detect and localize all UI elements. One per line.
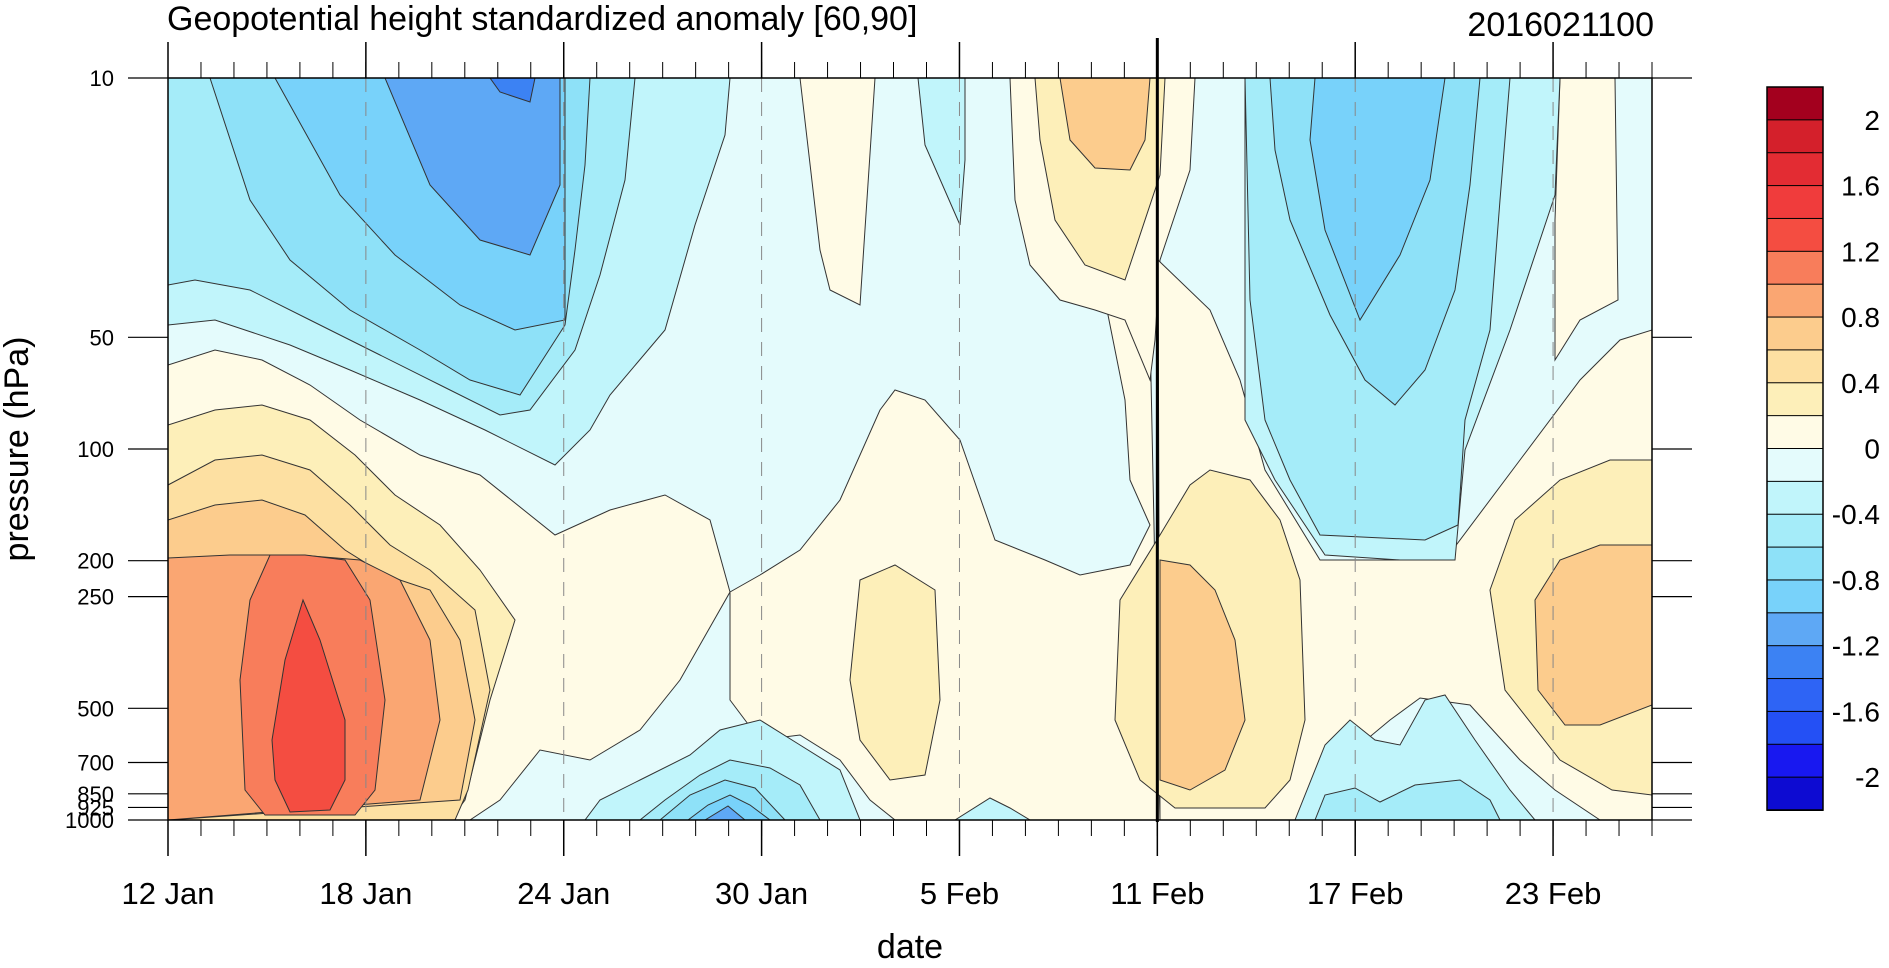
x-tick-label-6: 17 Feb xyxy=(1307,876,1404,911)
y-tick-label-6: 700 xyxy=(77,751,114,776)
warm-left-band-6 xyxy=(271,598,346,813)
colorbar-swatch-17 xyxy=(1766,645,1824,680)
colorbar-swatch-16 xyxy=(1766,612,1824,647)
warm-feb-upper-band-2 xyxy=(1059,78,1151,171)
cold-lowmid-band-4 xyxy=(704,805,746,820)
colorbar-swatch-7 xyxy=(1766,316,1824,351)
warm-right-band-2 xyxy=(1159,559,1246,791)
x-tick-label-3: 30 Jan xyxy=(715,876,808,911)
colorbar-swatch-15 xyxy=(1766,579,1824,614)
colorbar-swatch-12 xyxy=(1766,480,1824,516)
chart-timestamp: 2016021100 xyxy=(1467,6,1654,44)
colorbar-label-6: -0.4 xyxy=(1832,499,1880,530)
colorbar-swatch-11 xyxy=(1766,448,1824,483)
colorbar-swatch-18 xyxy=(1766,678,1824,713)
colorbar-label-10: -2 xyxy=(1855,762,1880,793)
cold-right-band-3 xyxy=(1309,78,1446,322)
cold-upper-band-4 xyxy=(384,78,561,256)
y-axis-label: pressure (hPa) xyxy=(0,337,36,562)
colorbar-swatch-2 xyxy=(1766,152,1824,187)
cold-upper-band-5 xyxy=(489,78,536,103)
colorbar-label-2: 1.2 xyxy=(1841,236,1880,267)
warm-mid-band-1 xyxy=(849,564,941,781)
contour-fills xyxy=(168,78,1652,820)
y-tick-label-0: 10 xyxy=(90,66,114,91)
colorbar-swatch-5 xyxy=(1766,250,1824,286)
colorbar-swatch-8 xyxy=(1766,349,1824,384)
colorbar-label-3: 0.8 xyxy=(1841,302,1880,333)
colorbar-swatch-14 xyxy=(1766,546,1824,581)
colorbar-swatch-10 xyxy=(1766,415,1824,450)
colorbar-swatch-1 xyxy=(1766,119,1824,154)
y-tick-label-4: 250 xyxy=(77,585,114,610)
cold-right-low-band-1 xyxy=(1314,779,1501,820)
warm-right-far-band-1 xyxy=(1534,544,1652,726)
colorbar-swatch-21 xyxy=(1766,776,1824,811)
warm-mid-topmid xyxy=(799,78,876,306)
cold-feb5-low xyxy=(954,797,1031,820)
colorbar-label-0: 2 xyxy=(1864,105,1880,136)
y-tick-label-1: 50 xyxy=(90,325,114,350)
colorbar-label-5: 0 xyxy=(1864,434,1880,465)
y-tick-label-5: 500 xyxy=(77,696,114,721)
x-tick-label-5: 11 Feb xyxy=(1110,876,1204,911)
colorbar: 2 1.6 1.2 0.8 0.4 0 -0.4 -0.8 -1.2 -1.6 -2 xyxy=(1766,86,1880,811)
x-tick-label-4: 5 Feb xyxy=(920,876,999,911)
y-tick-label-9: 1000 xyxy=(65,808,114,833)
x-axis-ticks: 12 Jan 18 Jan 24 Jan 30 Jan 5 Feb 11 Feb 17 Fe… xyxy=(121,42,1653,911)
cold-feb5-top xyxy=(917,78,966,226)
colorbar-swatch-20 xyxy=(1766,743,1824,779)
colorbar-swatch-19 xyxy=(1766,710,1824,746)
colorbar-swatch-6 xyxy=(1766,283,1824,319)
warm-mid-band-0 xyxy=(729,253,1161,820)
colorbar-label-8: -1.2 xyxy=(1832,631,1880,662)
y-tick-label-2: 100 xyxy=(77,437,114,462)
colorbar-label-9: -1.6 xyxy=(1832,696,1880,727)
colorbar-swatch-13 xyxy=(1766,513,1824,549)
x-tick-label-2: 24 Jan xyxy=(517,876,610,911)
x-tick-label-1: 18 Jan xyxy=(319,876,412,911)
colorbar-swatch-9 xyxy=(1766,382,1824,417)
y-tick-label-3: 200 xyxy=(77,549,114,574)
colorbar-swatch-3 xyxy=(1766,185,1824,220)
x-tick-label-7: 23 Feb xyxy=(1505,876,1602,911)
x-tick-label-0: 12 Jan xyxy=(121,876,214,911)
colorbar-label-1: 1.6 xyxy=(1841,171,1880,202)
colorbar-swatch-0 xyxy=(1766,86,1824,121)
y-tick-label-8: 925 xyxy=(77,795,114,820)
colorbar-swatch-4 xyxy=(1766,217,1824,253)
chart-title: Geopotential height standardized anomaly… xyxy=(167,0,917,38)
warm-right-top xyxy=(1554,78,1619,362)
colorbar-label-4: 0.4 xyxy=(1841,368,1880,399)
y-tick-label-7: 850 xyxy=(77,782,114,807)
x-axis-label: date xyxy=(877,928,943,963)
colorbar-frame xyxy=(1766,86,1824,811)
colorbar-label-7: -0.8 xyxy=(1832,565,1880,596)
